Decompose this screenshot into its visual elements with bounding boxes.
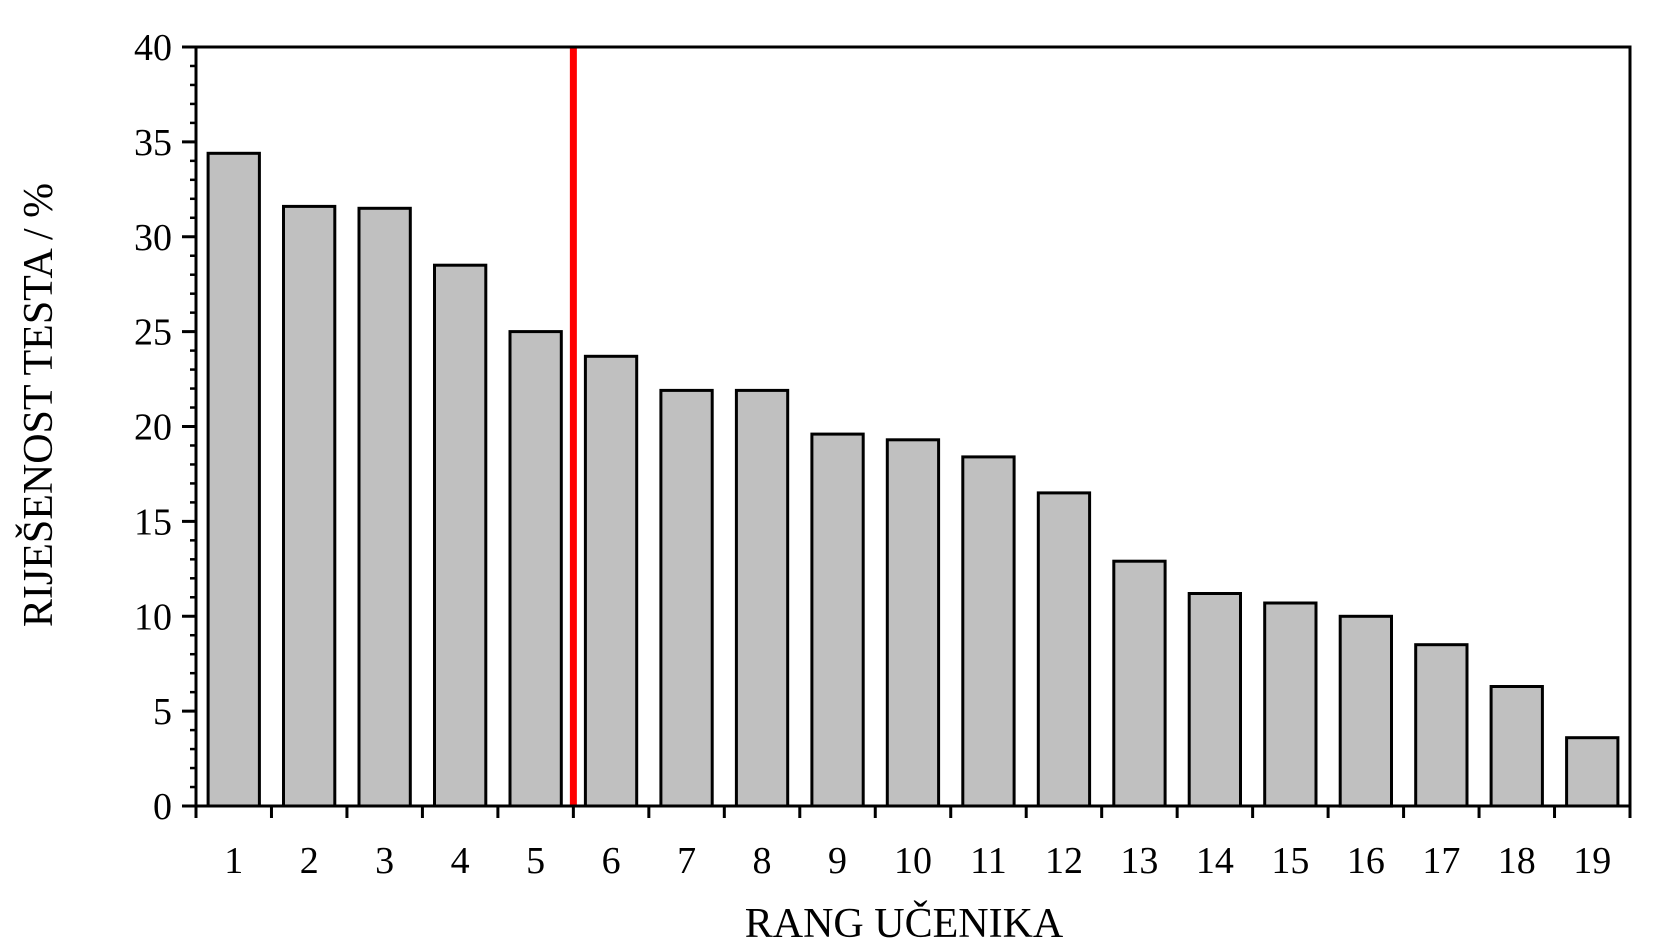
x-tick-label: 4 [451, 840, 470, 882]
y-tick-label: 40 [134, 27, 172, 69]
y-tick-label: 35 [134, 122, 172, 164]
y-tick-label: 10 [134, 596, 172, 638]
bar-16 [1338, 614, 1393, 808]
x-tick-label: 13 [1120, 840, 1158, 882]
bar-18 [1489, 685, 1544, 808]
x-tick-label: 3 [375, 840, 394, 882]
x-axis-title: RANG UČENIKA [745, 900, 1064, 945]
axes-layer [182, 45, 1632, 818]
bar-10 [885, 438, 941, 808]
bar-14 [1187, 592, 1242, 808]
bar-7 [659, 388, 714, 808]
x-tick-label: 8 [753, 840, 772, 882]
bar-2 [282, 204, 337, 808]
bar-11 [961, 455, 1016, 808]
bar-4 [433, 263, 488, 808]
bars-layer [206, 151, 1620, 808]
bar-15 [1263, 601, 1318, 808]
x-tick-label: 19 [1573, 840, 1611, 882]
x-tick-label: 9 [828, 840, 847, 882]
x-tick-label: 14 [1196, 840, 1234, 882]
y-tick-label: 0 [153, 786, 172, 828]
bar-13 [1112, 559, 1167, 808]
x-tick-label: 15 [1271, 840, 1309, 882]
x-tick-label: 12 [1045, 840, 1083, 882]
bar-17 [1414, 643, 1469, 808]
x-tick-label: 2 [300, 840, 319, 882]
x-tick-label: 11 [970, 840, 1007, 882]
bar-19 [1565, 736, 1620, 808]
y-tick-label: 30 [134, 217, 172, 259]
bar-9 [810, 432, 865, 808]
x-tick-label: 17 [1422, 840, 1460, 882]
bar-1 [206, 151, 261, 808]
y-tick-label: 5 [153, 691, 172, 733]
y-tick-label: 20 [134, 407, 172, 449]
x-tick-label: 18 [1498, 840, 1536, 882]
x-tick-label: 1 [224, 840, 243, 882]
x-tick-label: 10 [894, 840, 932, 882]
bar-8 [734, 388, 790, 808]
bar-6 [583, 354, 639, 808]
x-tick-label: 6 [602, 840, 621, 882]
x-tick-label: 16 [1347, 840, 1385, 882]
bar-5 [508, 330, 563, 808]
y-tick-label: 25 [134, 312, 172, 354]
bar-12 [1036, 491, 1092, 808]
x-tick-label: 7 [677, 840, 696, 882]
bar-3 [357, 206, 412, 808]
y-tick-label: 15 [134, 501, 172, 543]
x-tick-label: 5 [526, 840, 545, 882]
y-axis-title: RIJEŠENOST TESTA / % [15, 183, 62, 627]
